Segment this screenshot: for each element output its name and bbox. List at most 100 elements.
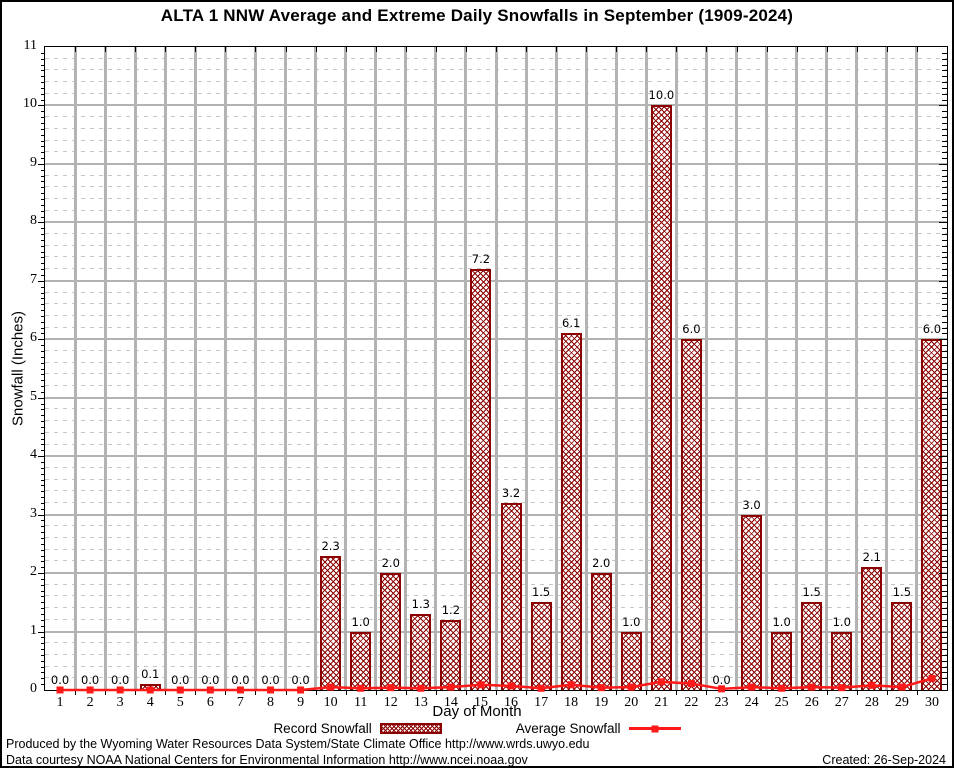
x-tick-top [886, 47, 888, 52]
y-tick-minor-right [942, 374, 947, 376]
y-tick-minor [41, 520, 45, 522]
y-tick-minor [41, 462, 45, 464]
gridline-vertical [524, 47, 528, 690]
bar-value-label: 1.0 [622, 614, 641, 629]
average-point-marker [477, 681, 485, 689]
y-tick-minor [41, 198, 45, 200]
y-tick-minor-right [942, 234, 947, 236]
x-tick-top [796, 47, 798, 52]
gridline-vertical [795, 47, 799, 690]
y-tick-minor [41, 555, 45, 557]
gridline-vertical [915, 47, 919, 690]
y-tick-minor-right [942, 608, 947, 610]
y-tick-minor [41, 368, 45, 370]
average-point-marker [297, 686, 305, 694]
x-tick-top [496, 47, 497, 52]
average-point-marker [868, 681, 876, 689]
record-snowfall-bar [650, 105, 672, 690]
y-tick-minor-right [942, 64, 947, 66]
x-tick-bottom [496, 690, 497, 695]
y-tick-minor-right [942, 321, 947, 323]
y-tick-minor [41, 491, 45, 493]
y-tick-minor [41, 415, 45, 417]
y-tick-label: 1 [30, 622, 37, 638]
y-tick-minor [41, 345, 45, 347]
y-tick-major-right [939, 222, 947, 224]
x-tick-bottom [646, 690, 648, 695]
y-tick-minor [41, 70, 45, 72]
record-snowfall-bar [741, 514, 763, 690]
x-tick-top [856, 47, 858, 52]
y-tick-minor [41, 321, 45, 323]
average-point-marker [838, 684, 846, 692]
x-tick-top [736, 47, 738, 52]
x-tick-label: 26 [804, 695, 819, 710]
footer-producer: Produced by the Wyoming Water Resources … [6, 737, 590, 751]
y-tick-minor [41, 146, 45, 148]
average-point-marker [236, 686, 244, 694]
y-tick-minor-right [942, 140, 947, 142]
y-tick-minor-right [942, 462, 947, 464]
average-point-marker [567, 681, 575, 689]
y-tick-minor [41, 269, 45, 271]
x-tick-bottom [345, 690, 347, 695]
y-tick-minor-right [942, 485, 947, 487]
y-tick-minor-right [942, 438, 947, 440]
gridline-vertical [103, 47, 107, 690]
bar-value-label: 0.0 [291, 673, 310, 687]
y-tick-minor [41, 181, 45, 183]
x-tick-label: 13 [413, 695, 428, 710]
y-tick-minor [41, 245, 45, 247]
y-tick-minor-right [942, 660, 947, 662]
y-tick-minor-right [942, 169, 947, 171]
y-tick-minor [41, 625, 45, 627]
x-tick-label: 25 [774, 695, 789, 710]
record-snowfall-bar [831, 631, 853, 690]
y-tick-minor [41, 58, 45, 60]
record-snowfall-bar [590, 573, 612, 690]
y-tick-minor-right [942, 491, 947, 493]
bar-value-label: 1.0 [351, 614, 370, 629]
bar-value-label: 0.0 [80, 673, 100, 687]
y-tick-label: 9 [30, 154, 37, 170]
y-tick-minor-right [942, 590, 947, 592]
y-tick-minor-right [942, 409, 947, 411]
average-point-marker [267, 686, 274, 694]
y-tick-minor-right [942, 152, 947, 154]
gridline-vertical [825, 47, 829, 690]
y-tick-minor-right [942, 549, 947, 551]
record-snowfall-bar [470, 269, 492, 690]
y-tick-minor [41, 438, 45, 440]
y-tick-minor [41, 649, 45, 651]
y-tick-label: 2 [30, 564, 37, 580]
y-tick-minor-right [942, 380, 947, 382]
x-tick-top [405, 47, 407, 52]
y-tick-major-right [939, 514, 947, 516]
bar-value-label: 1.3 [411, 597, 430, 612]
y-tick-minor [41, 128, 45, 130]
average-point-marker [146, 686, 154, 694]
average-point-marker [116, 686, 124, 694]
y-tick-minor-right [942, 619, 947, 621]
average-point-marker [86, 686, 94, 694]
x-tick-label: 12 [383, 695, 398, 710]
y-tick-minor [41, 584, 45, 586]
y-tick-label: 6 [30, 330, 37, 346]
bar-value-label: 6.1 [562, 316, 581, 331]
x-tick-label: 10 [323, 695, 338, 710]
y-tick-label: 3 [30, 505, 37, 521]
gridline-vertical [404, 47, 408, 690]
y-tick-major-right [939, 105, 947, 107]
x-tick-top [435, 47, 437, 52]
x-tick-top [556, 47, 558, 52]
y-tick-minor-right [942, 93, 947, 95]
bar-value-label: 2.3 [321, 538, 340, 553]
y-tick-major [38, 514, 45, 516]
legend-record-label: Record Snowfall [273, 721, 372, 736]
x-tick-bottom [586, 690, 588, 695]
y-tick-minor [41, 257, 45, 259]
average-point-marker [387, 684, 395, 692]
y-tick-major-right [939, 573, 947, 575]
average-line-path [60, 677, 933, 692]
